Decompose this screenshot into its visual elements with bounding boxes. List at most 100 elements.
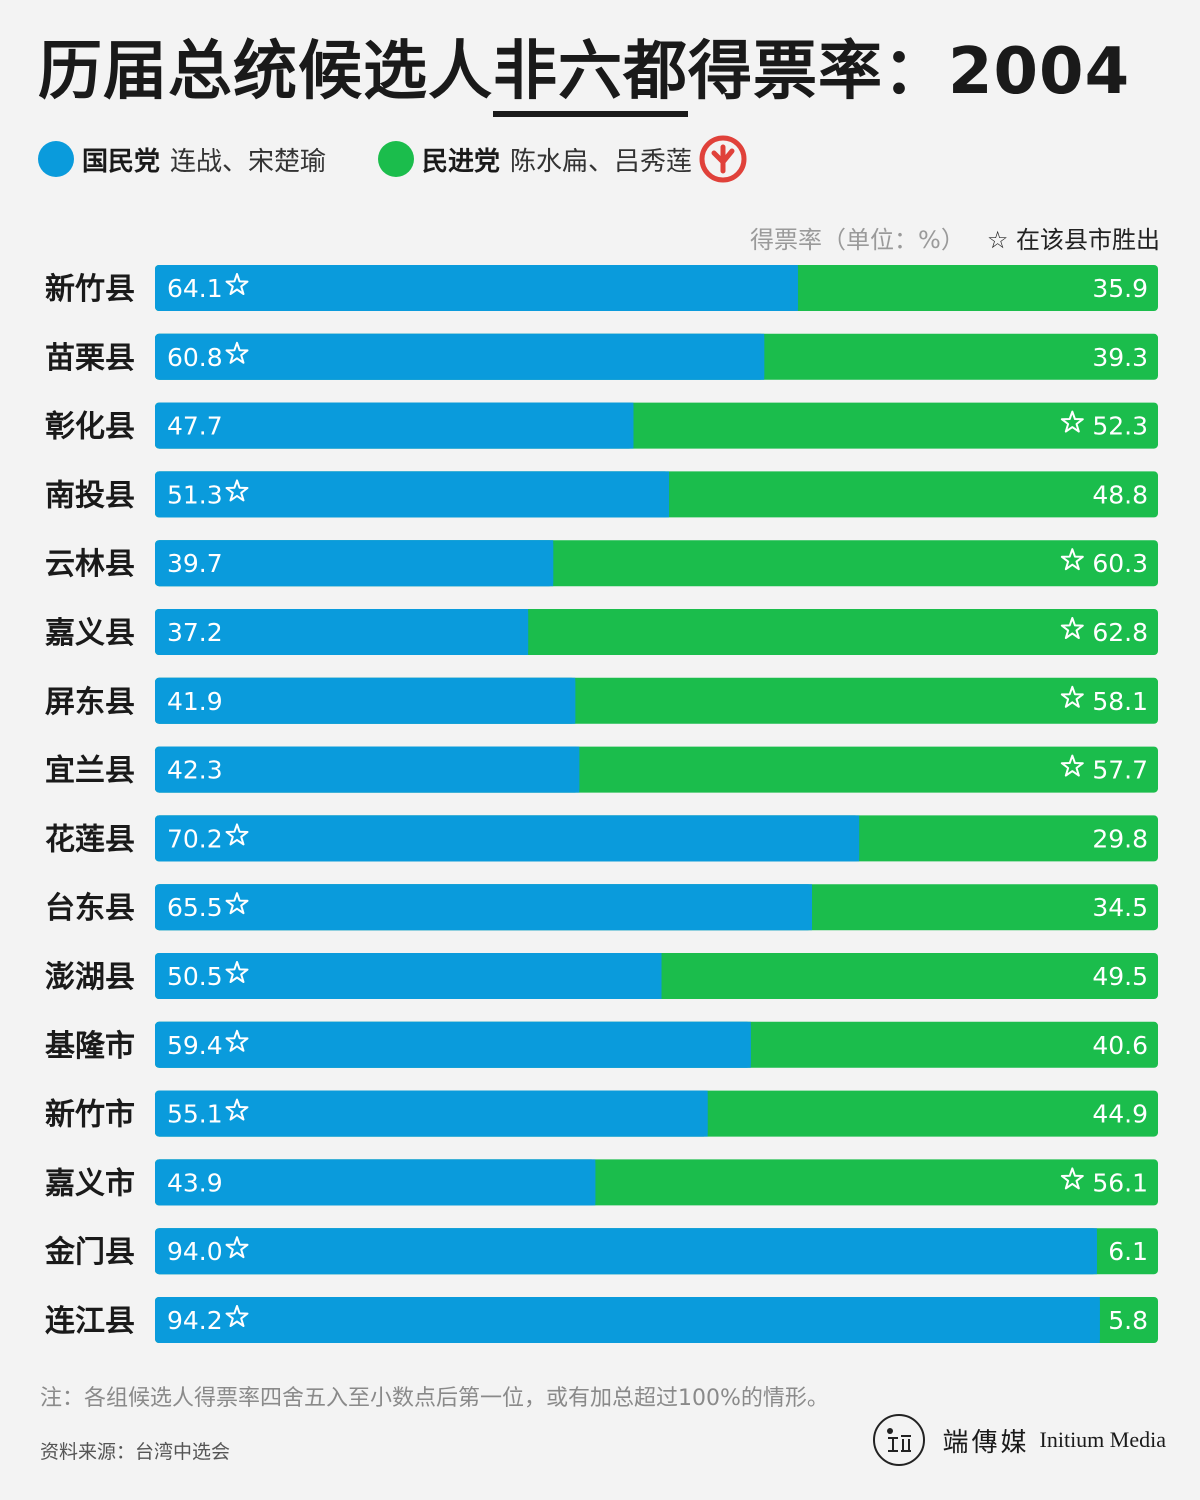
kmt-value-label: 42.3: [167, 756, 223, 785]
bar-kmt-fill: [159, 1228, 1097, 1275]
unit-label: 得票率（单位：%）: [750, 226, 965, 254]
title-prefix: 历届总统候选人: [38, 35, 493, 109]
category-label: 新竹市: [45, 1098, 135, 1133]
dpp-value-label: 57.7: [1092, 756, 1148, 785]
legend-dpp: 民进党 陈水扁、吕秀莲: [378, 134, 748, 184]
dpp-value-label: 40.6: [1092, 1031, 1148, 1060]
dpp-party-label: 民进党: [422, 146, 501, 177]
category-label: 彰化县: [45, 410, 135, 445]
category-label: 金门县: [44, 1235, 135, 1270]
kmt-winner-star-icon: [225, 823, 249, 846]
page-title: 历届总统候选人非六都得票率：2004: [38, 28, 1131, 117]
dpp-value-label: 29.8: [1092, 824, 1148, 853]
kmt-value-label: 39.7: [167, 549, 223, 578]
category-label: 新竹县: [45, 272, 135, 307]
dpp-winner-star-icon: [1060, 410, 1084, 433]
dpp-value-label: 52.3: [1092, 412, 1148, 441]
bar-kmt-fill: [159, 1090, 708, 1137]
kmt-value-label: 64.1: [167, 274, 223, 303]
dpp-value-label: 56.1: [1092, 1168, 1148, 1197]
kmt-value-label: 94.2: [167, 1306, 223, 1335]
kmt-value-label: 51.3: [167, 480, 223, 509]
brand-name-zh: 端傳媒: [942, 1427, 1030, 1458]
bar-kmt-fill: [159, 402, 634, 449]
dpp-value-label: 49.5: [1092, 962, 1148, 991]
category-label: 南投县: [45, 478, 135, 513]
brand-name-en: Initium Media: [1039, 1427, 1166, 1452]
bar-kmt-fill: [159, 1021, 751, 1068]
bar-kmt-fill: [159, 471, 670, 518]
category-label: 云林县: [45, 547, 135, 582]
bar-kmt-fill: [159, 1159, 596, 1206]
dpp-value-label: 34.5: [1092, 893, 1148, 922]
brand: 端傳媒 Initium Media: [872, 1414, 1166, 1466]
bar-kmt-fill: [159, 333, 765, 380]
initium-logo-icon: [872, 1414, 925, 1466]
dpp-value-label: 60.3: [1092, 549, 1148, 578]
kmt-value-label: 70.2: [167, 824, 223, 853]
kmt-winner-star-icon: [225, 341, 249, 364]
category-label: 基隆市: [45, 1029, 135, 1064]
kmt-winner-star-icon: [225, 1029, 249, 1052]
winner-note: ☆ 在该县市胜出: [986, 226, 1160, 254]
category-label: 苗栗县: [45, 341, 135, 376]
legend-kmt: 国民党 连战、宋楚瑜: [38, 141, 326, 178]
dpp-winner-star-icon: [1060, 1167, 1084, 1190]
bar-kmt-fill: [159, 540, 554, 587]
dpp-value-label: 58.1: [1092, 687, 1148, 716]
kmt-value-label: 60.8: [167, 343, 223, 372]
kmt-value-label: 94.0: [167, 1237, 223, 1266]
category-label: 嘉义市: [45, 1166, 135, 1201]
title-underlined: 非六都: [493, 35, 688, 117]
category-label: 屏东县: [45, 685, 135, 720]
kmt-color-dot: [38, 141, 74, 177]
category-label: 澎湖县: [45, 960, 135, 995]
vote-stamp-icon: [699, 135, 747, 183]
kmt-winner-star-icon: [225, 892, 249, 915]
bar-kmt-fill: [159, 746, 580, 793]
footnote: 注：各组候选人得票率四舍五入至小数点后第一位，或有加总超过100%的情形。: [40, 1386, 829, 1411]
category-label: 宜兰县: [45, 754, 135, 789]
kmt-value-label: 50.5: [167, 962, 223, 991]
kmt-value-label: 37.2: [167, 618, 223, 647]
dpp-value-label: 44.9: [1092, 1100, 1148, 1129]
kmt-value-label: 47.7: [167, 412, 223, 441]
dpp-value-label: 39.3: [1092, 343, 1148, 372]
kmt-value-label: 59.4: [167, 1031, 223, 1060]
dpp-winner-star-icon: [1060, 548, 1084, 571]
bar-kmt-fill: [159, 677, 576, 724]
kmt-winner-star-icon: [225, 1098, 249, 1121]
dpp-winner-star-icon: [1060, 617, 1084, 639]
bar-kmt-fill: [159, 1297, 1100, 1343]
dpp-winner-star-icon: [1060, 685, 1084, 708]
title-suffix: 得票率：2004: [688, 35, 1131, 109]
dpp-color-dot: [378, 141, 415, 177]
dpp-value-label: 35.9: [1092, 274, 1148, 303]
kmt-value-label: 43.9: [167, 1168, 223, 1197]
kmt-winner-star-icon: [225, 273, 249, 295]
category-label: 台东县: [45, 891, 135, 926]
chart-unit-note: 得票率（单位：%） ☆ 在该县市胜出: [750, 220, 1160, 255]
kmt-party-label: 国民党: [82, 146, 161, 177]
bar-kmt-fill: [159, 609, 529, 655]
bar-kmt-fill: [159, 953, 662, 999]
dpp-value-label: 6.1: [1108, 1237, 1148, 1266]
dpp-value-label: 62.8: [1092, 618, 1148, 647]
dpp-candidates-label: 陈水扁、吕秀莲: [510, 146, 693, 177]
kmt-winner-star-icon: [225, 961, 249, 983]
kmt-value-label: 55.1: [167, 1100, 223, 1129]
category-label: 连江县: [45, 1304, 135, 1339]
dpp-value-label: 5.8: [1108, 1306, 1148, 1335]
kmt-winner-star-icon: [225, 1305, 249, 1327]
kmt-winner-star-icon: [225, 479, 249, 502]
source-note: 资料来源：台湾中选会: [40, 1441, 231, 1463]
kmt-value-label: 41.9: [167, 687, 223, 716]
bar-kmt-fill: [159, 265, 798, 311]
bar-kmt-fill: [159, 815, 860, 862]
kmt-candidates-label: 连战、宋楚瑜: [170, 146, 327, 177]
category-label: 花莲县: [45, 822, 135, 857]
kmt-winner-star-icon: [225, 1236, 249, 1259]
legend: 国民党 连战、宋楚瑜 民进党 陈水扁、吕秀莲: [38, 135, 748, 183]
dpp-value-label: 48.8: [1092, 480, 1148, 509]
